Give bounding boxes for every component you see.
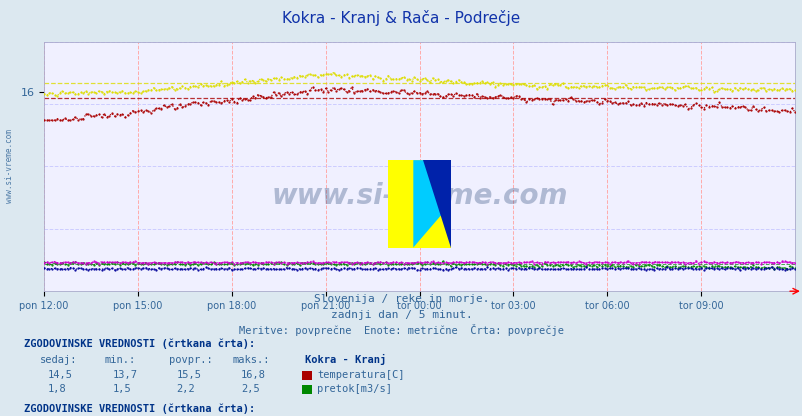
Text: Meritve: povprečne  Enote: metrične  Črta: povprečje: Meritve: povprečne Enote: metrične Črta:… <box>239 324 563 336</box>
Text: 1,8: 1,8 <box>48 384 67 394</box>
Text: temperatura[C]: temperatura[C] <box>317 370 404 380</box>
Polygon shape <box>422 160 450 248</box>
Text: sedaj:: sedaj: <box>40 355 78 365</box>
Text: zadnji dan / 5 minut.: zadnji dan / 5 minut. <box>330 310 472 320</box>
Text: ZGODOVINSKE VREDNOSTI (črtkana črta):: ZGODOVINSKE VREDNOSTI (črtkana črta): <box>24 339 255 349</box>
Text: Slovenija / reke in morje.: Slovenija / reke in morje. <box>314 294 488 304</box>
Text: min.:: min.: <box>104 355 136 365</box>
Text: 14,5: 14,5 <box>48 370 73 380</box>
Text: povpr.:: povpr.: <box>168 355 212 365</box>
Text: 2,5: 2,5 <box>241 384 259 394</box>
Text: pretok[m3/s]: pretok[m3/s] <box>317 384 391 394</box>
Text: www.si-vreme.com: www.si-vreme.com <box>271 182 567 210</box>
Text: 13,7: 13,7 <box>112 370 137 380</box>
Text: Kokra - Kranj & Rača - Podrečje: Kokra - Kranj & Rača - Podrečje <box>282 10 520 26</box>
Text: 15,5: 15,5 <box>176 370 201 380</box>
Text: www.si-vreme.com: www.si-vreme.com <box>5 129 14 203</box>
Polygon shape <box>388 160 450 248</box>
Text: maks.:: maks.: <box>233 355 270 365</box>
Text: ZGODOVINSKE VREDNOSTI (črtkana črta):: ZGODOVINSKE VREDNOSTI (črtkana črta): <box>24 404 255 414</box>
Text: 16,8: 16,8 <box>241 370 265 380</box>
Polygon shape <box>413 160 450 248</box>
Text: 1,5: 1,5 <box>112 384 131 394</box>
Text: 2,2: 2,2 <box>176 384 195 394</box>
Text: Kokra - Kranj: Kokra - Kranj <box>305 354 386 365</box>
